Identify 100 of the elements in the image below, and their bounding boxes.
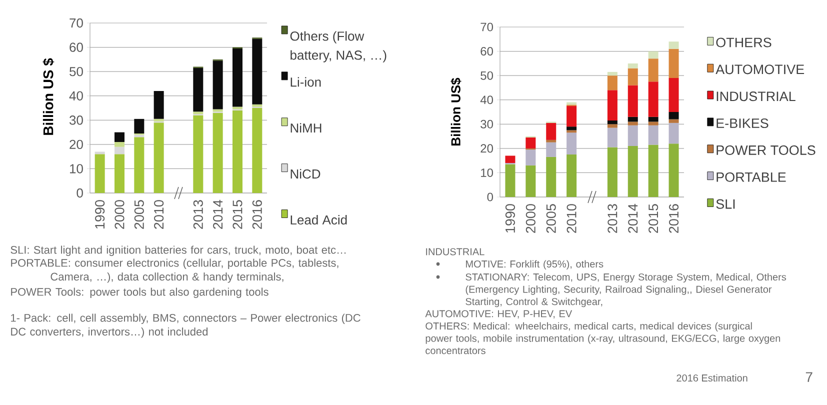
x-tick-label: 2005 bbox=[546, 204, 556, 233]
text: AUTOMOTIVE: HEV, P-HEV, EV bbox=[425, 310, 572, 318]
bar bbox=[566, 154, 577, 197]
y-tick-label: 50 bbox=[480, 71, 494, 80]
bar bbox=[546, 122, 556, 140]
bar bbox=[607, 147, 618, 197]
y-tick-label: 30 bbox=[480, 120, 494, 128]
y-tick-label: 20 bbox=[480, 144, 494, 153]
bar bbox=[668, 119, 679, 123]
y-tick-label: 10 bbox=[481, 168, 494, 177]
bar bbox=[628, 116, 638, 122]
y-tick-label: 0 bbox=[487, 192, 494, 202]
bar bbox=[94, 152, 105, 154]
legend-label: OTHERS bbox=[716, 38, 772, 48]
legend-label: PORTABLE bbox=[716, 172, 786, 182]
bar bbox=[607, 76, 618, 90]
text: 2016 Estimation bbox=[676, 374, 748, 382]
text: INDUSTRIAL bbox=[426, 248, 484, 256]
x-tick-label: 2016 bbox=[252, 200, 262, 229]
bar bbox=[505, 164, 516, 197]
bar bbox=[668, 122, 679, 144]
bar bbox=[628, 125, 638, 146]
bar bbox=[668, 42, 679, 49]
y-axis-title: Billion US $ bbox=[42, 58, 54, 135]
bar bbox=[252, 38, 262, 104]
bar bbox=[212, 112, 223, 193]
x-tick-label: 2000 bbox=[114, 200, 124, 229]
bar bbox=[193, 112, 204, 114]
bar bbox=[607, 90, 618, 121]
bar bbox=[134, 118, 144, 134]
legend-label: AUTOMOTIVE bbox=[716, 64, 804, 74]
legend-label: Others (Flow battery, NAS, …) bbox=[290, 31, 386, 62]
bar bbox=[628, 146, 638, 197]
bar bbox=[134, 134, 144, 138]
text: STATIONARY: Telecom, UPS, Energy Storage System, Medical, Others (Emergency Lighting, Security, Railroad Signaling,, Diesel Generator Starting, Control & Switchgear, bbox=[466, 273, 786, 308]
legend-label: NiCD bbox=[290, 169, 320, 179]
bar bbox=[628, 68, 638, 86]
y-tick-label: 30 bbox=[70, 116, 83, 125]
bar bbox=[648, 144, 658, 197]
bar bbox=[648, 122, 658, 126]
y-tick-label: 70 bbox=[480, 22, 494, 32]
bar bbox=[252, 104, 262, 107]
bar bbox=[154, 118, 164, 122]
bar bbox=[232, 48, 242, 107]
bar bbox=[648, 82, 658, 117]
bar bbox=[505, 156, 516, 163]
bar bbox=[94, 154, 105, 193]
bar bbox=[546, 156, 556, 197]
x-tick-label: 2015 bbox=[232, 200, 242, 229]
bar bbox=[114, 154, 125, 193]
text: POWER Tools: power tools but also gardening tools bbox=[11, 288, 268, 298]
bar bbox=[566, 132, 577, 154]
x-tick-label: 2015 bbox=[648, 204, 658, 233]
y-tick-label: 70 bbox=[70, 18, 83, 28]
y-tick-label: 60 bbox=[480, 47, 494, 56]
x-tick-label: 2013 bbox=[608, 204, 618, 233]
legend-label: INDUSTRIAL bbox=[716, 92, 796, 102]
bar bbox=[648, 116, 658, 122]
x-tick-label: 2005 bbox=[134, 200, 144, 229]
bar bbox=[134, 137, 144, 193]
legend-label: SLI bbox=[716, 199, 735, 209]
legend-label: Li-ion bbox=[290, 77, 321, 87]
x-tick-label: 2016 bbox=[669, 204, 679, 233]
bar bbox=[114, 142, 125, 147]
bar bbox=[526, 150, 536, 166]
bar bbox=[668, 48, 679, 78]
legend-label: E-BIKES bbox=[716, 118, 768, 128]
bar bbox=[607, 72, 618, 76]
bar bbox=[252, 108, 262, 193]
bar bbox=[114, 132, 125, 142]
text: 7 bbox=[806, 372, 812, 382]
text: OTHERS: Medical: wheelchairs, medical carts, medical devices (surgical power tools, mobile instrumentation (x-ray, ultrasound, EKG/ECG, large oxygen concentrators bbox=[426, 322, 780, 354]
y-tick-label: 60 bbox=[70, 42, 83, 52]
legend-label: Lead Acid bbox=[290, 215, 347, 225]
bar bbox=[193, 115, 204, 193]
bar bbox=[607, 120, 618, 124]
bar bbox=[232, 110, 242, 193]
bar bbox=[566, 106, 577, 127]
bar bbox=[114, 146, 125, 154]
bar bbox=[628, 122, 638, 126]
y-tick-label: 40 bbox=[480, 96, 494, 104]
y-axis-title: Billion US$ bbox=[450, 78, 462, 146]
legend-label: NiMH bbox=[290, 123, 322, 133]
bar bbox=[154, 122, 164, 193]
bar bbox=[668, 112, 679, 120]
legend-label: POWER TOOLS bbox=[716, 145, 816, 155]
bar bbox=[648, 125, 658, 145]
bar bbox=[526, 138, 536, 148]
bar bbox=[546, 142, 556, 157]
text: MOTIVE: Forklift (95%), others bbox=[466, 260, 604, 270]
bar bbox=[668, 78, 679, 112]
bar bbox=[526, 165, 536, 197]
text: 1- Pack: cell, cell assembly, BMS, connectors – Power electronics (DC DC converters, invertors…) not included bbox=[11, 314, 360, 338]
bar bbox=[628, 85, 638, 117]
bar bbox=[566, 130, 577, 133]
x-tick-label: 1990 bbox=[505, 204, 515, 233]
bar bbox=[212, 60, 223, 110]
bar bbox=[154, 91, 164, 119]
x-tick-label: 2000 bbox=[526, 204, 536, 233]
y-tick-label: 20 bbox=[70, 140, 83, 150]
